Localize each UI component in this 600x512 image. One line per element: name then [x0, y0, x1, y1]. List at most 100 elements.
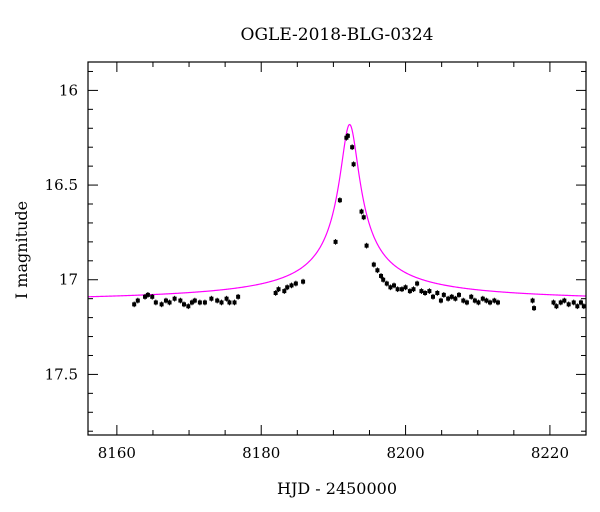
- data-point: [453, 295, 458, 302]
- x-axis-label: HJD - 2450000: [277, 479, 397, 498]
- data-point: [276, 286, 281, 293]
- point-marker: [282, 289, 287, 294]
- data-point: [399, 286, 404, 293]
- point-marker: [167, 300, 172, 305]
- y-tick-label: 17: [59, 271, 78, 289]
- data-point: [301, 278, 306, 285]
- data-point: [350, 144, 355, 151]
- data-point: [480, 295, 485, 302]
- data-point: [359, 208, 364, 215]
- plot-frame: [87, 61, 587, 436]
- point-marker: [364, 243, 369, 248]
- data-point: [197, 299, 202, 306]
- point-marker: [571, 300, 576, 305]
- data-point: [236, 293, 241, 300]
- data-point: [488, 299, 493, 306]
- point-marker: [181, 302, 186, 307]
- point-marker: [236, 294, 241, 299]
- data-point: [153, 299, 158, 306]
- point-marker: [285, 285, 290, 290]
- point-marker: [551, 300, 556, 305]
- point-marker: [351, 162, 356, 167]
- data-point: [566, 301, 571, 308]
- data-point: [435, 290, 440, 296]
- y-axis-label: I magnitude: [12, 201, 31, 299]
- model-curve: [87, 123, 587, 298]
- point-marker: [575, 304, 580, 309]
- point-marker: [562, 298, 567, 303]
- data-point: [492, 297, 497, 304]
- data-point: [132, 301, 137, 308]
- data-point: [178, 297, 183, 304]
- data-point: [446, 295, 451, 302]
- point-marker: [186, 304, 191, 309]
- point-marker: [554, 304, 559, 309]
- data-point: [145, 292, 150, 298]
- point-marker: [395, 287, 400, 292]
- data-point: [427, 288, 432, 294]
- point-marker: [381, 277, 386, 282]
- data-point: [472, 297, 477, 304]
- data-point: [192, 297, 197, 304]
- point-marker: [150, 294, 155, 299]
- data-point: [530, 297, 535, 304]
- data-point: [388, 284, 393, 291]
- point-marker: [566, 302, 571, 307]
- data-point: [371, 261, 376, 268]
- point-marker: [224, 296, 229, 301]
- data-point: [384, 280, 389, 287]
- data-point: [186, 303, 191, 310]
- data-point: [461, 297, 466, 304]
- data-point: [476, 299, 481, 306]
- data-point: [167, 299, 172, 306]
- data-point: [224, 295, 229, 302]
- point-marker: [197, 300, 202, 305]
- data-point: [581, 303, 586, 310]
- data-point: [345, 133, 350, 139]
- data-point: [469, 293, 474, 300]
- point-marker: [333, 239, 338, 244]
- point-marker: [438, 298, 443, 303]
- data-point: [551, 299, 556, 306]
- point-marker: [492, 298, 497, 303]
- point-marker: [202, 300, 207, 305]
- point-marker: [345, 133, 350, 138]
- data-point: [202, 299, 207, 306]
- point-marker: [476, 300, 481, 305]
- data-point: [449, 293, 454, 300]
- data-point: [143, 293, 148, 300]
- point-marker: [530, 298, 535, 303]
- data-point: [285, 284, 290, 291]
- point-marker: [159, 302, 164, 307]
- data-point: [219, 299, 224, 306]
- point-marker: [446, 296, 451, 301]
- point-marker: [379, 273, 384, 278]
- point-marker: [484, 298, 489, 303]
- data-point: [430, 293, 435, 300]
- point-marker: [337, 198, 342, 203]
- point-marker: [384, 281, 389, 286]
- data-point: [172, 295, 177, 302]
- point-marker: [178, 298, 183, 303]
- point-marker: [215, 298, 220, 303]
- data-point: [159, 301, 164, 308]
- tick-labels: 8160 8180 8200 8220 16 16.5 17 17.5: [45, 81, 569, 462]
- point-marker: [227, 300, 232, 305]
- point-marker: [371, 262, 376, 267]
- data-point: [381, 276, 386, 283]
- y-tick-label: 17.5: [45, 365, 78, 383]
- point-marker: [276, 287, 281, 292]
- point-marker: [461, 298, 466, 303]
- point-marker: [532, 306, 537, 311]
- data-point: [407, 288, 412, 294]
- point-marker: [464, 300, 469, 305]
- point-marker: [209, 296, 214, 301]
- point-marker: [423, 290, 428, 295]
- point-marker: [419, 289, 424, 294]
- data-point: [578, 299, 583, 306]
- data-point: [423, 290, 428, 296]
- point-marker: [289, 283, 294, 288]
- data-point: [441, 292, 446, 298]
- data-point: [532, 305, 537, 311]
- point-marker: [469, 294, 474, 299]
